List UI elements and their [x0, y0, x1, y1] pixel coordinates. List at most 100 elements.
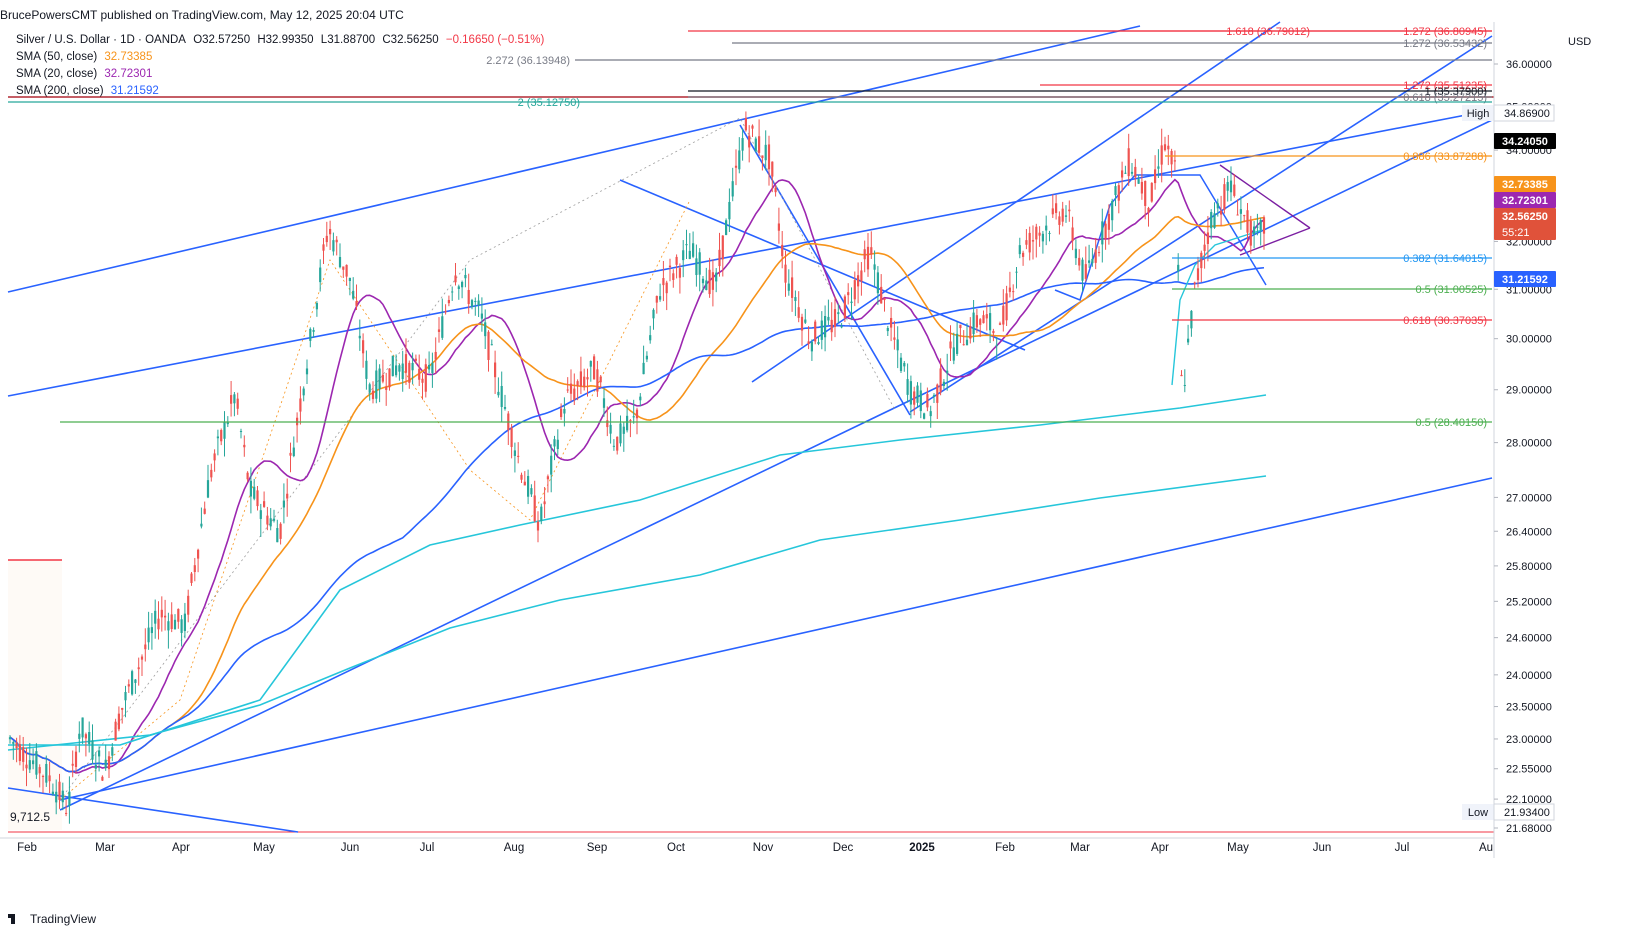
candle-body — [645, 355, 648, 360]
symbol-name[interactable]: Silver / U.S. Dollar · 1D · OANDA — [16, 34, 186, 46]
candle-body — [794, 297, 797, 301]
ohlc-high: H32.99350 — [257, 34, 314, 46]
candle-body — [1022, 252, 1025, 257]
candle-body — [896, 339, 899, 351]
candle-body — [536, 521, 540, 531]
candle-body — [167, 621, 170, 631]
candle-body — [411, 362, 414, 371]
price-tick-label: 25.20000 — [1506, 596, 1552, 608]
candle-body — [8, 737, 12, 740]
candle-body — [649, 335, 652, 341]
candle-body — [101, 776, 104, 781]
candle-body — [939, 368, 942, 392]
symbol-row[interactable]: Silver / U.S. Dollar · 1D · OANDA O32.57… — [16, 32, 548, 49]
candle-body — [61, 790, 64, 803]
candle-body — [1256, 226, 1259, 228]
candle-body — [266, 515, 269, 525]
candle-body — [609, 424, 612, 434]
ohlc-low: L31.88700 — [320, 34, 376, 46]
candle-body — [98, 750, 101, 757]
candle-body — [385, 386, 388, 390]
candle-body — [1220, 210, 1223, 215]
candle-body — [1134, 166, 1137, 178]
candle-body — [635, 409, 639, 419]
fib-level-label: 2 (35.12750) — [518, 97, 580, 109]
candle-body — [985, 314, 988, 319]
ohlc-close: C32.56250 — [382, 34, 439, 46]
candle-body — [362, 340, 365, 354]
candle-body — [180, 619, 183, 633]
currency-label[interactable]: USD — [1568, 36, 1592, 48]
candle-body — [177, 608, 180, 622]
candle-body — [503, 407, 507, 409]
price-axis: 36.0000035.0000034.0000033.0000032.00000… — [1462, 22, 1556, 858]
candle-body — [543, 501, 546, 505]
candle-body — [345, 264, 348, 277]
candle-body — [1018, 245, 1021, 255]
candle-body — [272, 518, 276, 521]
indicator-label: SMA (200, close) — [16, 85, 104, 97]
indicator-sma50[interactable]: SMA (50, close) 32.73385 — [16, 49, 548, 66]
candle-body — [378, 368, 381, 389]
upper-channel-line — [7, 25, 1141, 293]
candle-body — [599, 376, 602, 383]
candle-body — [1045, 225, 1048, 231]
price-tag-box — [1494, 271, 1556, 287]
time-tick-label: May — [1227, 842, 1249, 854]
indicator-sma20[interactable]: SMA (20, close) 32.72301 — [16, 66, 548, 83]
candle-body — [797, 307, 800, 318]
candle-body — [1183, 384, 1186, 386]
candle-body — [424, 364, 427, 392]
candle-body — [688, 250, 691, 259]
candle-body — [451, 291, 454, 293]
tradingview-logo-icon — [8, 914, 24, 924]
candle-body — [332, 240, 335, 252]
publisher-text: BrucePowersCMT published on TradingView.… — [0, 8, 404, 22]
triangle-upper — [1219, 164, 1311, 229]
candle-body — [533, 495, 536, 522]
candle-body — [193, 565, 196, 572]
candle-body — [1130, 171, 1134, 174]
candle-body — [566, 389, 569, 391]
ohlc-change: −0.16650 (−0.51%) — [445, 34, 545, 46]
candle-body — [764, 144, 767, 161]
candle-body — [804, 319, 807, 323]
candle-body — [1150, 182, 1153, 202]
candle-body — [837, 312, 840, 315]
price-tag-box — [1494, 208, 1556, 240]
indicator-sma200[interactable]: SMA (200, close) 31.21592 — [16, 83, 548, 100]
candle-body — [962, 344, 965, 346]
candle-body — [771, 161, 774, 177]
candle-body — [857, 275, 860, 287]
candle-body — [319, 267, 322, 283]
price-tag-box — [1493, 104, 1555, 122]
candle-body — [1144, 180, 1147, 206]
candle-body — [956, 333, 959, 354]
fib-level-label: 2.272 (36.13948) — [486, 55, 570, 67]
ohlc-open: O32.57250 — [193, 34, 251, 46]
candle-body — [569, 383, 573, 394]
candle-body — [1246, 210, 1249, 233]
candle-body — [860, 270, 863, 282]
indicator-value: 32.72301 — [104, 68, 153, 80]
time-tick-label: Au — [1479, 842, 1493, 854]
indicator-value: 31.21592 — [110, 85, 159, 97]
candlestick-series — [8, 111, 1266, 824]
indicator-label: SMA (50, close) — [16, 51, 98, 63]
time-tick-label: 2025 — [909, 842, 935, 854]
candle-body — [744, 117, 747, 131]
candle-body — [1031, 240, 1035, 242]
candle-body — [38, 767, 41, 774]
candle-body — [1147, 207, 1150, 213]
candle-body — [672, 273, 675, 280]
candle-body — [942, 381, 945, 386]
candle-body — [342, 266, 345, 270]
candle-body — [1104, 223, 1107, 239]
candle-body — [269, 518, 272, 527]
price-tick-label: 36.00000 — [1506, 59, 1552, 71]
candle-body — [65, 812, 68, 814]
candle-body — [431, 362, 434, 374]
candle-body — [434, 351, 437, 360]
candle-body — [150, 627, 153, 634]
